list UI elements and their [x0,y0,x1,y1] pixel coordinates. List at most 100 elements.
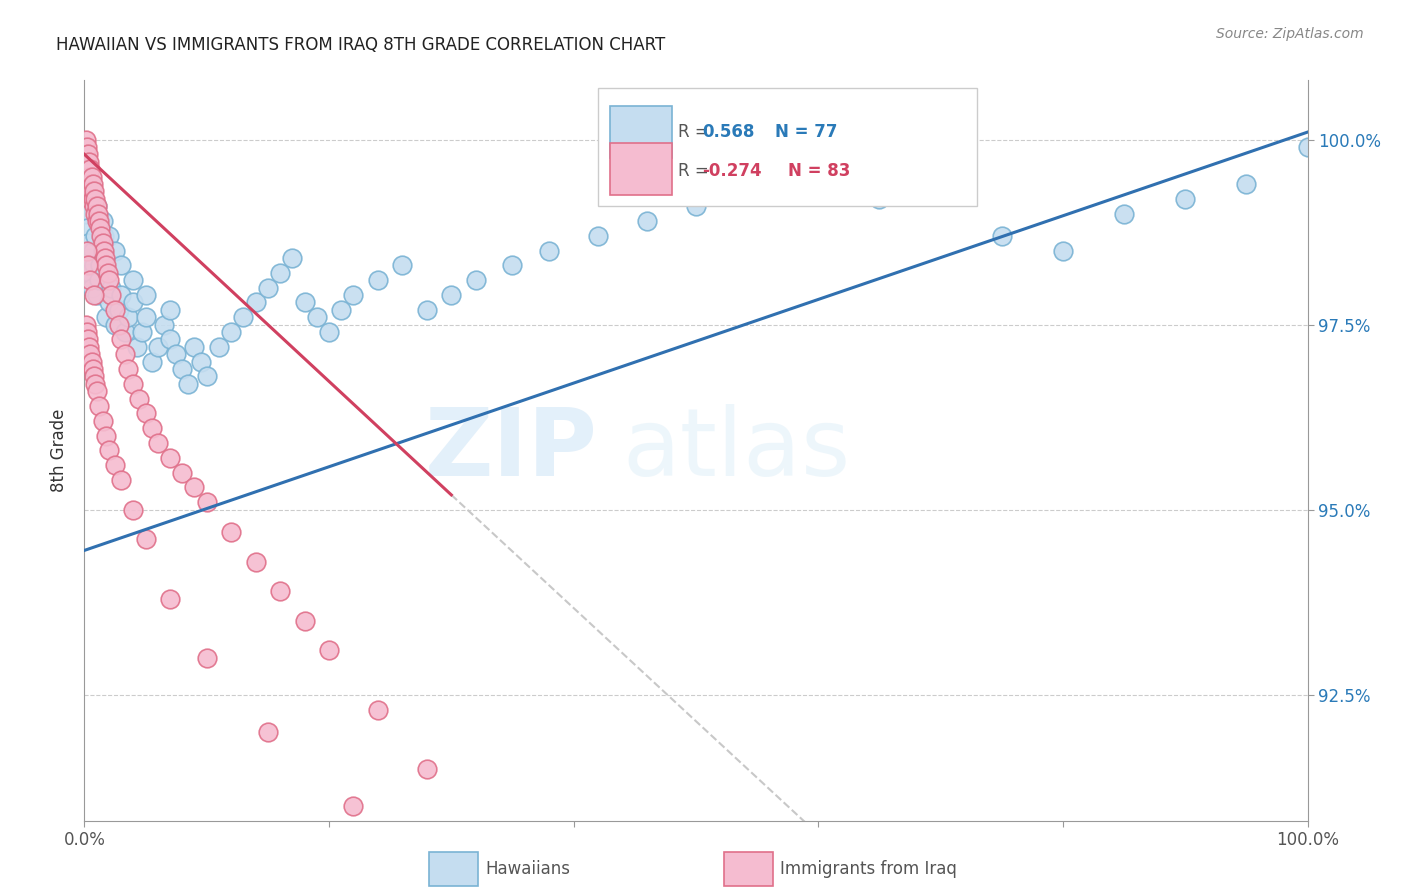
Point [104,458,127,473]
Point [342,798,364,813]
Point [122,376,145,391]
Point [636,214,658,228]
Point [91,244,114,258]
Point [190,354,212,368]
Point [82,192,104,206]
Point [76,221,98,235]
Text: Hawaiians: Hawaiians [485,860,569,878]
Point [75,206,97,220]
Point [79,273,101,287]
Point [97,443,120,458]
Point [97,273,120,287]
Point [82,244,104,258]
Point [232,310,254,325]
Text: R =: R = [678,161,714,179]
Point [195,369,218,384]
Point [1052,244,1074,258]
Point [96,428,118,442]
Text: N = 77: N = 77 [776,123,838,141]
Text: 0.568: 0.568 [702,123,755,141]
Text: R =: R = [678,123,714,141]
Point [76,325,98,339]
Point [83,199,105,213]
Point [75,147,97,161]
Point [416,302,439,317]
Point [100,280,122,294]
Point [87,273,110,287]
Point [159,333,181,347]
Point [747,185,769,199]
Point [195,650,218,665]
Point [869,192,891,206]
Point [141,421,163,435]
Point [929,177,952,191]
Point [75,162,97,177]
Point [245,555,267,569]
Point [269,584,291,599]
Point [107,318,129,332]
Point [110,333,132,347]
Point [76,244,98,258]
Point [86,199,108,213]
Point [159,591,181,606]
Point [110,259,132,273]
Point [87,399,110,413]
Point [87,206,110,220]
Point [89,259,111,273]
Point [80,280,103,294]
Point [96,259,118,273]
Point [159,450,181,465]
Point [122,502,145,516]
Point [107,302,129,317]
Point [91,414,114,428]
Point [100,288,122,302]
Point [86,214,108,228]
Point [79,177,101,191]
Point [172,362,194,376]
Point [330,302,353,317]
Point [93,228,115,243]
Point [77,162,100,177]
Point [87,214,110,228]
Point [367,703,389,717]
Point [76,169,98,184]
Point [77,147,100,161]
Y-axis label: 8th Grade: 8th Grade [51,409,69,492]
Point [97,228,120,243]
Text: -0.274: -0.274 [702,161,762,179]
Point [80,169,103,184]
FancyBboxPatch shape [610,144,672,195]
Point [114,325,136,339]
Point [807,169,830,184]
Point [440,288,463,302]
Point [141,354,163,368]
Text: ZIP: ZIP [425,404,598,497]
Point [114,347,136,361]
Point [117,362,139,376]
Point [91,214,114,228]
Point [79,266,101,280]
Point [77,340,100,354]
Point [135,310,157,325]
Point [1296,140,1319,154]
Point [77,154,100,169]
Point [97,295,120,310]
Point [84,192,107,206]
Point [96,310,118,325]
Point [91,236,114,251]
Point [195,495,218,509]
Point [991,228,1014,243]
Point [391,259,413,273]
Point [342,288,364,302]
Point [76,154,98,169]
Point [83,369,105,384]
Point [86,199,108,213]
Point [84,206,107,220]
Point [83,288,105,302]
Point [77,185,100,199]
Point [294,295,316,310]
Point [183,481,205,495]
Point [77,236,100,251]
Point [82,362,104,376]
Point [79,347,101,361]
